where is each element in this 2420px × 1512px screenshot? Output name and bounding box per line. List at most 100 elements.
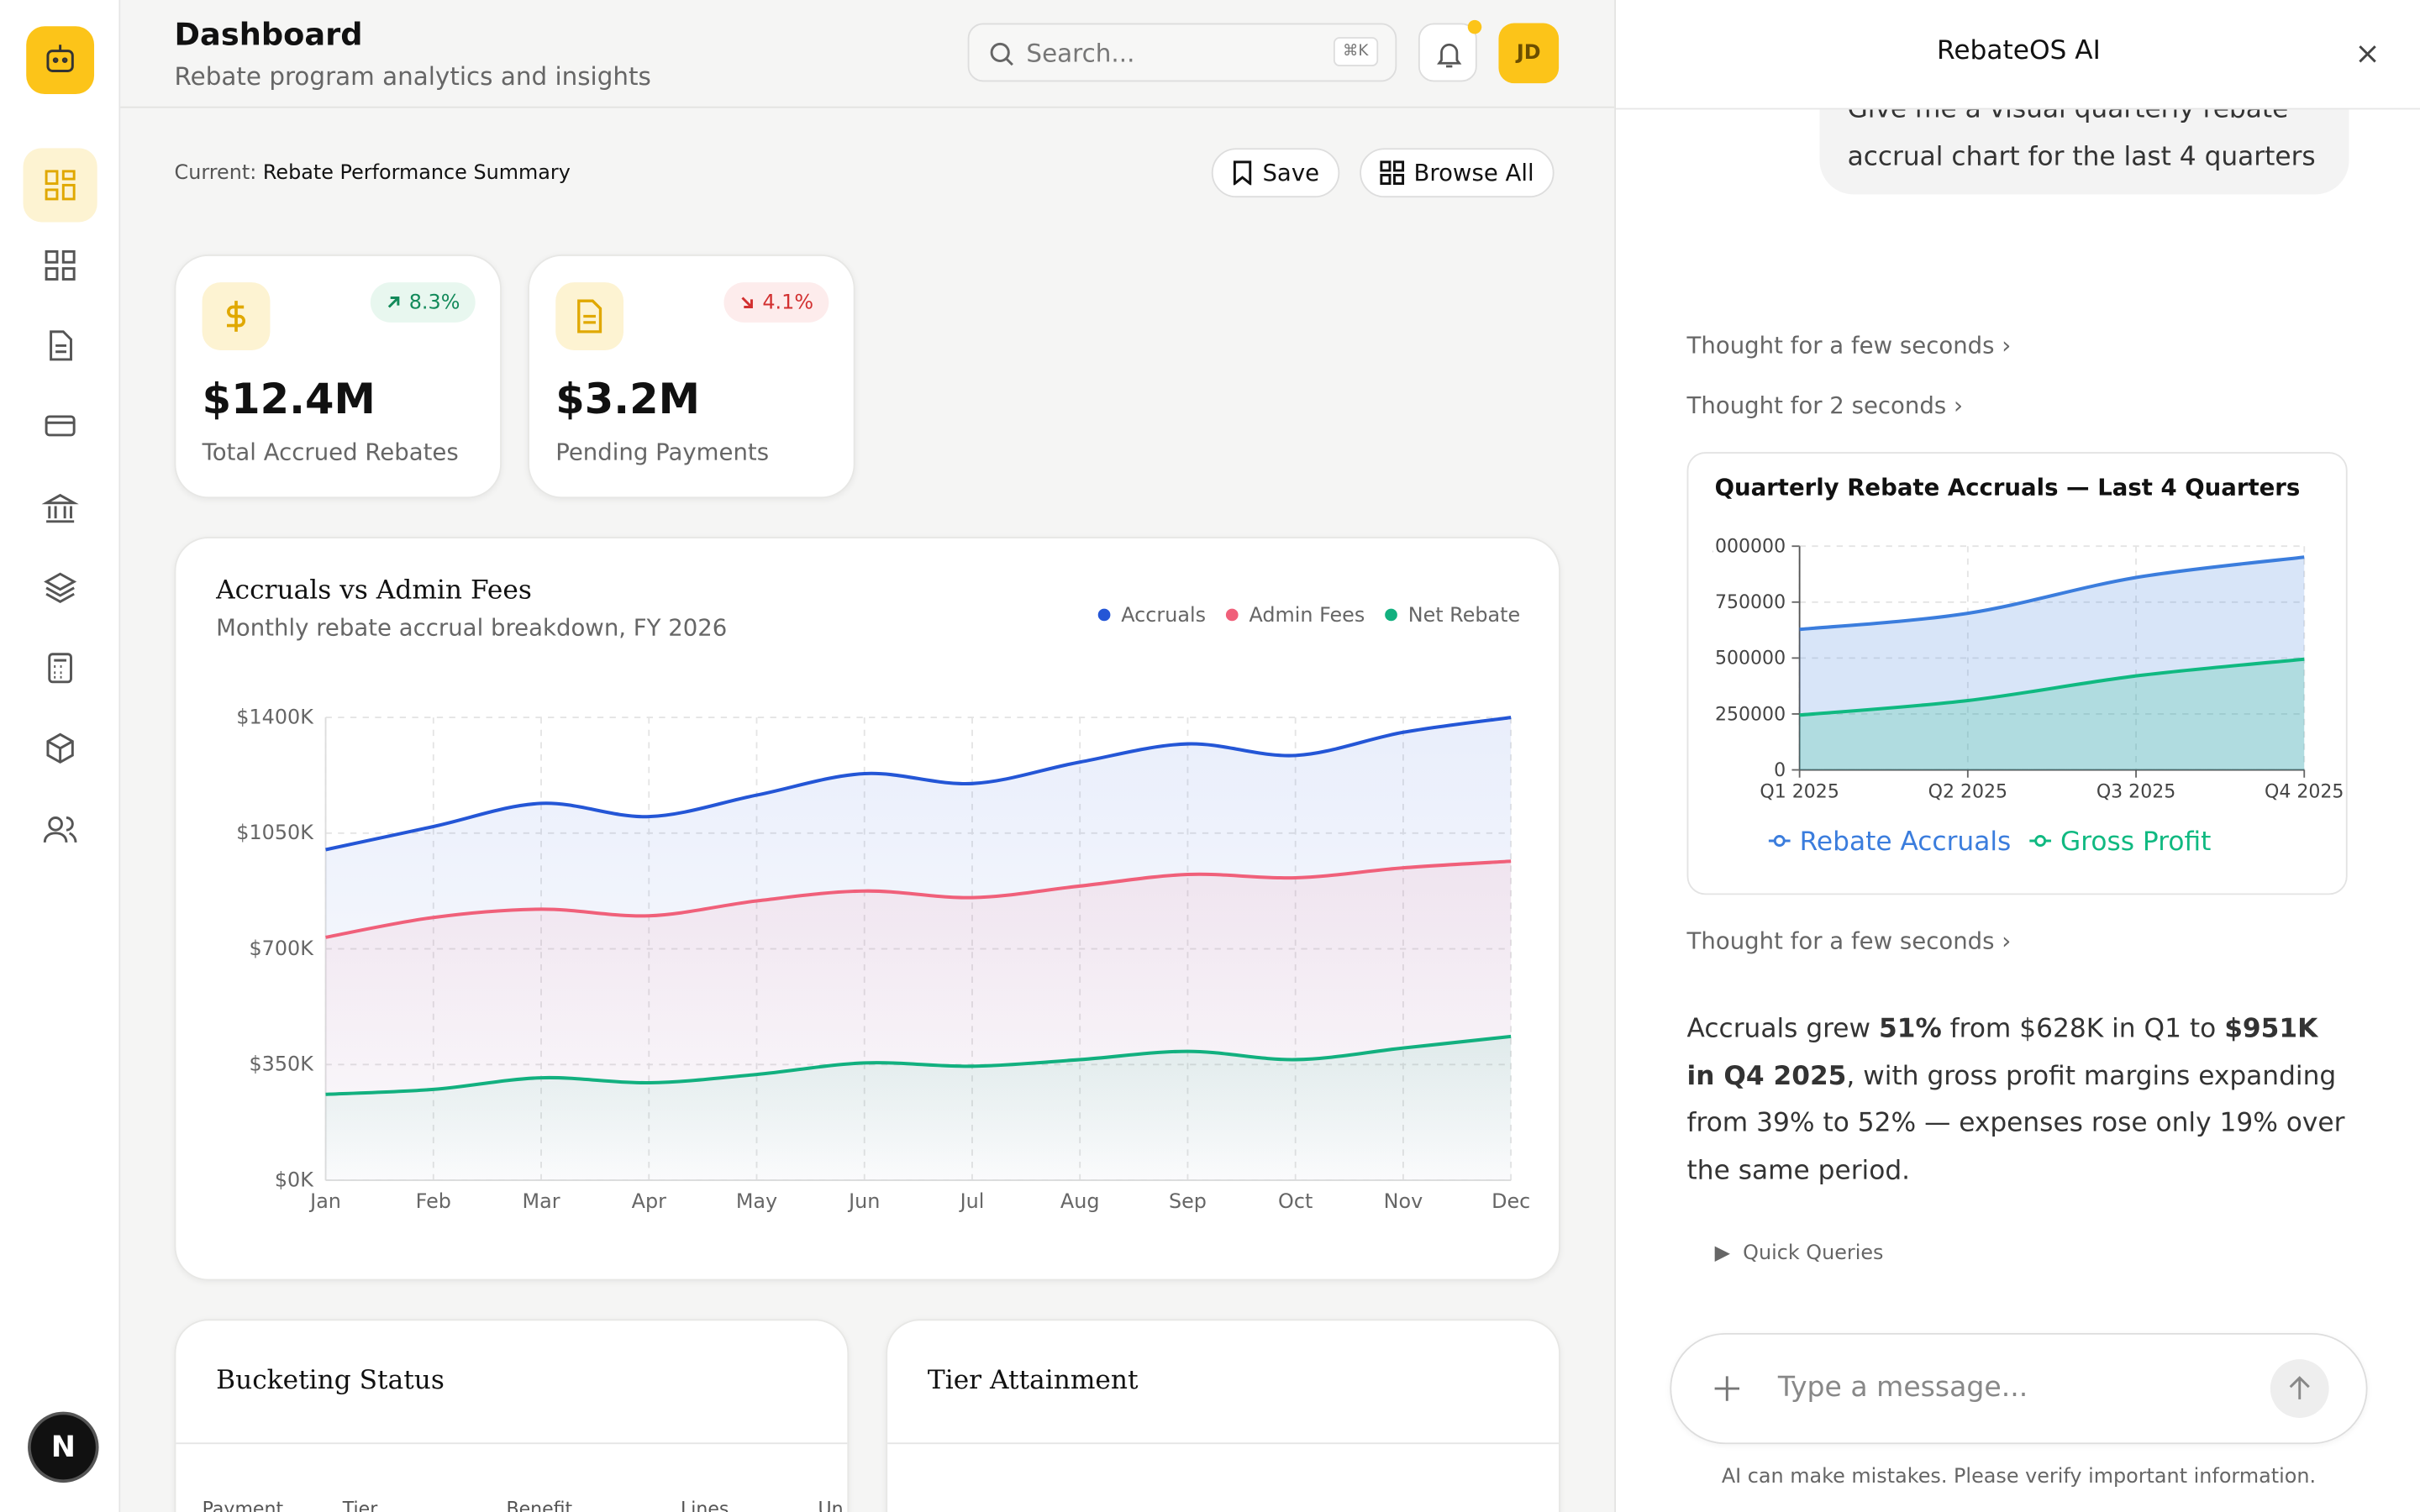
badge[interactable]: N	[30, 1415, 96, 1480]
search[interactable]: Search... ⌘K	[967, 23, 1397, 82]
line	[325, 1034, 1512, 1096]
y-tick-label: $1400K	[236, 705, 314, 728]
thought[interactable]: Thought for 2 seconds ›	[1686, 391, 1964, 420]
search-placeholder: Search...	[1026, 38, 1135, 68]
x-tick-label: Q2 2025	[1928, 782, 2007, 803]
chat-panel: Give me a visual quarterly rebate accrua…	[1614, 0, 2420, 1512]
nav-active[interactable]	[23, 148, 97, 223]
thought-text: Thought for 2 seconds	[1686, 391, 1947, 420]
nav-layers[interactable]	[42, 570, 79, 606]
sidebar: N	[0, 0, 121, 1512]
legend-icon	[1773, 835, 1786, 847]
nav-box[interactable]	[42, 730, 79, 767]
area	[325, 1036, 1512, 1181]
nav-docs[interactable]	[42, 327, 79, 364]
y-tick-label: $700K	[249, 937, 314, 960]
kpi-card: 4.1% $3.2M Pending Payments	[528, 255, 855, 499]
response-text: $951K in Q4 2025	[1686, 1013, 2318, 1092]
nav-grid[interactable]	[42, 247, 79, 284]
legend-label: Rebate Accruals	[1800, 827, 2012, 857]
logo[interactable]	[26, 26, 95, 95]
kpi-icon	[555, 282, 624, 350]
browse-label: Browse All	[1413, 159, 1534, 187]
notifications[interactable]	[1418, 19, 1482, 82]
y-tick-label: $350K	[249, 1053, 314, 1076]
chat-chart-card: Quarterly Rebate Accruals — Last 4 Quart…	[1686, 452, 2348, 895]
x-tick-label: Q3 2025	[2096, 782, 2175, 803]
thought-text: Thought for a few seconds	[1686, 331, 1995, 360]
chart-subtitle: Monthly rebate accrual breakdown, FY 202…	[216, 615, 727, 642]
column-header: Lines	[681, 1498, 729, 1512]
chart-title: Accruals vs Admin Fees	[215, 575, 532, 606]
line	[1799, 657, 2305, 717]
response-text: Accruals grew	[1686, 1013, 1879, 1045]
y-tick-label: 1000000	[1703, 537, 1786, 558]
legend-label: Net Rebate	[1408, 603, 1520, 627]
response-text: from $628K in Q1 to	[1941, 1013, 2225, 1045]
x-tick-label: Jun	[847, 1189, 880, 1213]
chart-title: Quarterly Rebate Accruals — Last 4 Quart…	[1715, 475, 2301, 501]
close[interactable]	[2357, 43, 2379, 65]
current-label-text: Current:	[174, 161, 257, 186]
x-tick-label: Jul	[959, 1189, 985, 1213]
kpi-change-text: 8.3%	[408, 291, 460, 314]
line	[1799, 555, 2305, 632]
y-tick-label: 250000	[1715, 704, 1786, 725]
tick-labels: 0 250000 500000 750000 1000000	[1703, 537, 1786, 781]
legend-label: Accruals	[1121, 603, 1206, 627]
column-header: Payment	[202, 1498, 284, 1512]
kpi-change: 4.1%	[723, 282, 829, 323]
line	[325, 859, 1512, 939]
panel: Tier Attainment	[886, 1319, 1560, 1512]
x-tick-label: Q1 2025	[1760, 782, 1839, 803]
kpi-change: 8.3%	[370, 282, 476, 323]
response: Accruals grew 51% from $628K in Q1 to $9…	[1687, 1006, 2351, 1194]
thought[interactable]: Thought for a few seconds ›	[1686, 331, 2012, 360]
x-tick-label: Dec	[1491, 1189, 1530, 1213]
nav-bank[interactable]	[41, 489, 79, 526]
chat-input[interactable]: Type a message...	[1670, 1332, 2368, 1445]
chat-chart: Quarterly Rebate Accruals — Last 4 Quart…	[1703, 475, 2344, 857]
chat-title: RebateOS AI	[1937, 35, 2101, 66]
legend-dot	[1097, 608, 1111, 622]
response-text: 51%	[1878, 1013, 1942, 1045]
browse-button[interactable]: Browse All	[1360, 148, 1555, 198]
thought-text: Thought for a few seconds	[1686, 927, 1995, 955]
legend-dot	[1385, 608, 1397, 622]
page-subtitle: Rebate program analytics and insights	[174, 61, 651, 92]
kpi-value: $3.2M	[555, 376, 700, 425]
x-tick-label: May	[736, 1189, 777, 1213]
chat-header	[1616, 0, 2420, 110]
kpi-value: $12.4M	[202, 376, 376, 425]
y-tick-label: $1050K	[236, 821, 314, 844]
response-text: , with gross profit margins expanding fr…	[1686, 1060, 2345, 1186]
nav-card[interactable]	[42, 407, 79, 444]
x-tick-label: Mar	[523, 1189, 560, 1213]
x-tick-label: Jan	[308, 1189, 341, 1213]
column-header: Tier	[342, 1498, 378, 1512]
legend-dot	[1225, 608, 1239, 622]
y-tick-label: 750000	[1715, 592, 1786, 613]
main-chart: Accruals vs Admin Fees Monthly rebate ac…	[215, 575, 1530, 1214]
thought[interactable]: Thought for a few seconds ›	[1686, 927, 2012, 955]
chart-card: Accruals vs Admin Fees Monthly rebate ac…	[174, 537, 1560, 1281]
nav-calc[interactable]	[42, 649, 79, 686]
x-tick-label: Nov	[1384, 1189, 1423, 1213]
x-tick-label: Q4 2025	[2265, 782, 2344, 803]
y-tick-label: 0	[1774, 760, 1786, 781]
kpi-label: Pending Payments	[555, 438, 770, 466]
kpi-label: Total Accrued Rebates	[202, 438, 459, 466]
x-tick-label: Sep	[1169, 1189, 1207, 1213]
input-placeholder: Type a message...	[1777, 1371, 2028, 1404]
send-button[interactable]	[2270, 1359, 2329, 1418]
column-header: Un	[818, 1498, 844, 1512]
save-label: Save	[1262, 159, 1320, 187]
header	[120, 0, 1615, 108]
column-header: Benefit	[506, 1498, 573, 1512]
save-button[interactable]: Save	[1211, 148, 1339, 198]
y-tick-label: 500000	[1715, 648, 1786, 669]
nav-users[interactable]	[42, 811, 79, 848]
avatar[interactable]: JD	[1498, 23, 1560, 84]
quick-queries[interactable]: ▶ Quick Queries	[1714, 1242, 1884, 1266]
